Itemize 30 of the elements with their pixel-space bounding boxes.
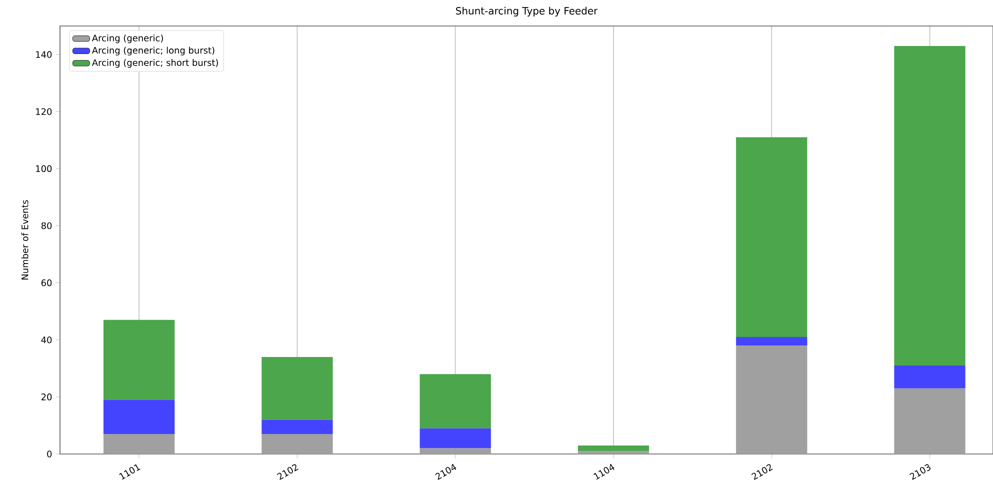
bar (420, 374, 491, 428)
y-tick-label: 80 (41, 222, 52, 230)
bar (103, 320, 175, 400)
y-axis-title: Number of Events (21, 200, 28, 280)
bar (262, 356, 333, 420)
bar (894, 366, 966, 388)
bar (894, 388, 966, 454)
y-tick-label: 0 (47, 450, 52, 458)
legend-label: Arcing (generic; short burst) (92, 59, 218, 68)
bar (262, 420, 333, 434)
bar (420, 428, 491, 448)
y-tick-label: 100 (36, 165, 52, 172)
legend-label: Arcing (generic) (92, 34, 163, 44)
bar (578, 451, 650, 454)
chart-title: Shunt-arcing Type by Feeder (456, 6, 598, 17)
bar (736, 337, 808, 346)
bar (420, 448, 491, 454)
y-tick-label: 20 (41, 394, 52, 400)
y-tick-label: 120 (36, 108, 52, 115)
bar (894, 46, 966, 366)
y-tick-label: 60 (41, 279, 52, 286)
bar (262, 434, 333, 454)
bar (578, 445, 650, 452)
y-tick-label: 140 (36, 51, 52, 58)
bar (103, 400, 175, 434)
bar (736, 137, 808, 338)
bar (736, 346, 808, 454)
y-tick-label: 40 (41, 336, 52, 344)
bar (103, 434, 175, 454)
legend-label: Arcing (generic; long burst) (92, 46, 214, 56)
